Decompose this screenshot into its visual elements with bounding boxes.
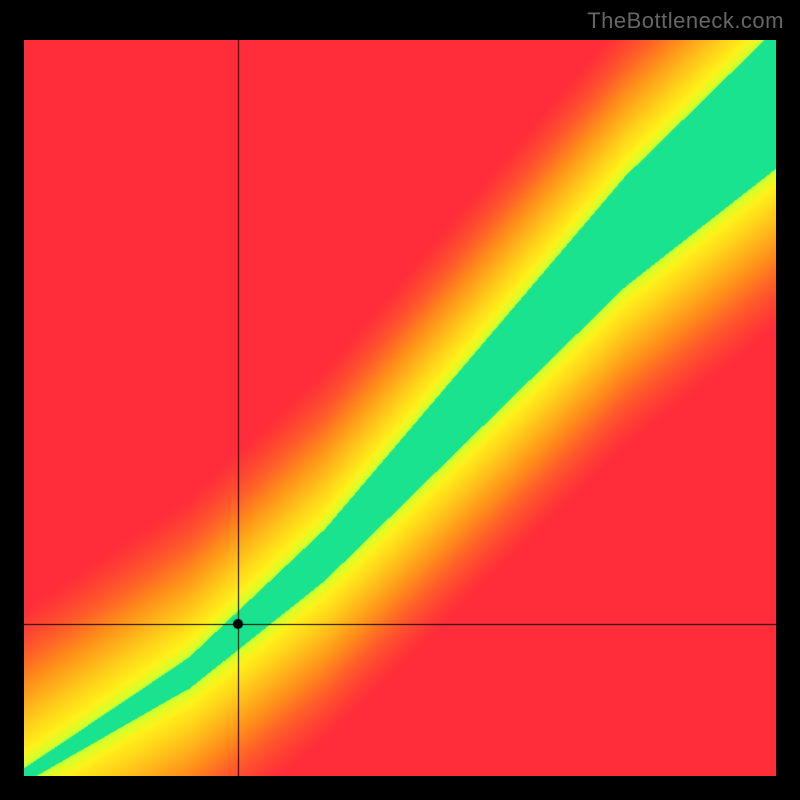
- watermark-text: TheBottleneck.com: [587, 8, 784, 34]
- chart-container: TheBottleneck.com: [0, 0, 800, 800]
- heatmap-plot-area: [24, 40, 776, 776]
- heatmap-canvas: [24, 40, 776, 776]
